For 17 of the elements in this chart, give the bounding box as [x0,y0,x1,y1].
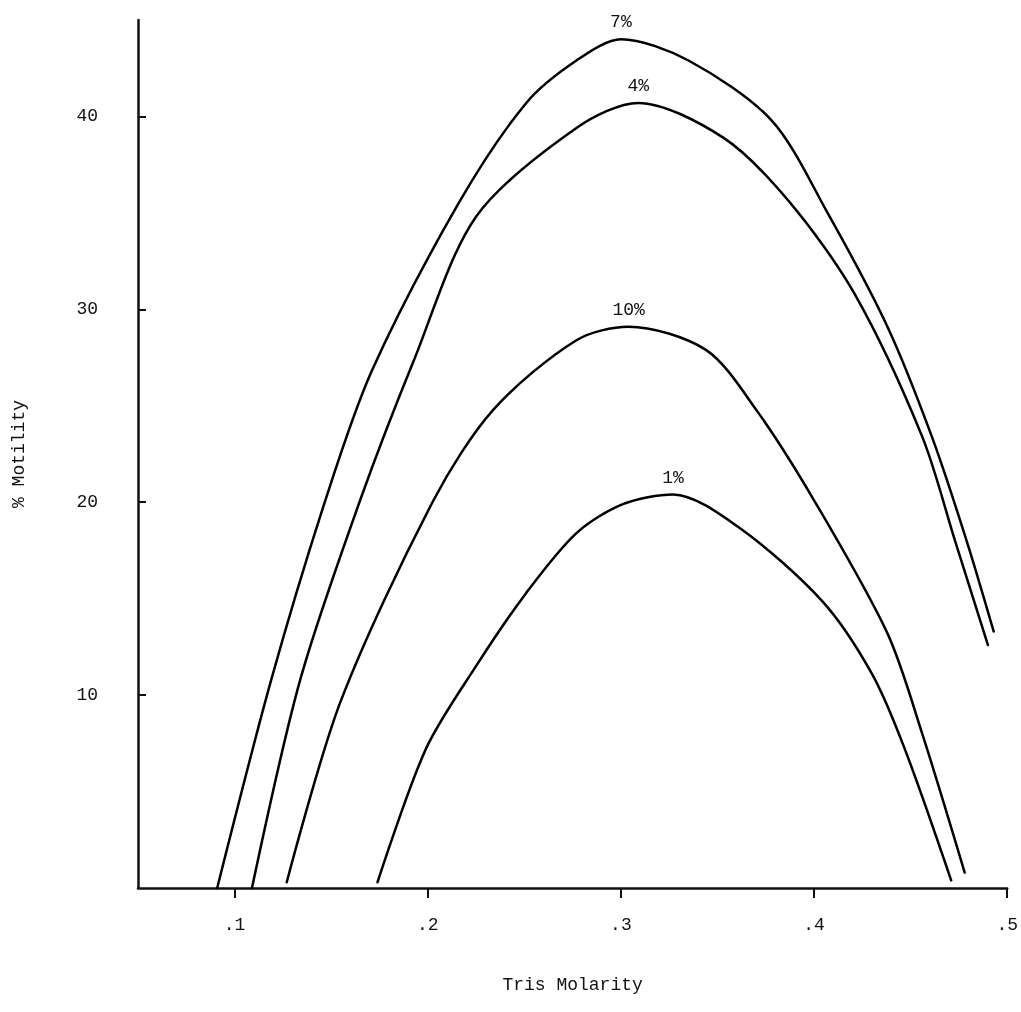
y-tick-label: 30 [76,299,98,320]
series-label: 7% [610,12,632,33]
x-axis-title: Tris Molarity [502,975,643,995]
y-tick-label: 10 [76,685,98,706]
x-tick-label: .5 [996,915,1018,935]
line-series [376,493,953,884]
x-tick-label: .4 [803,915,825,935]
x-tick-label: .1 [223,915,246,935]
x-tick-label: .3 [610,915,632,935]
x-tick-label: .2 [416,915,439,935]
series-label: 10% [612,299,646,320]
y-axis-title: % Motility [9,399,29,509]
y-tick-label: 40 [76,106,98,127]
y-tick-label: 20 [76,492,98,513]
series-label: 1% [662,467,685,488]
line-series [285,325,966,884]
series-label: 4% [627,75,650,96]
